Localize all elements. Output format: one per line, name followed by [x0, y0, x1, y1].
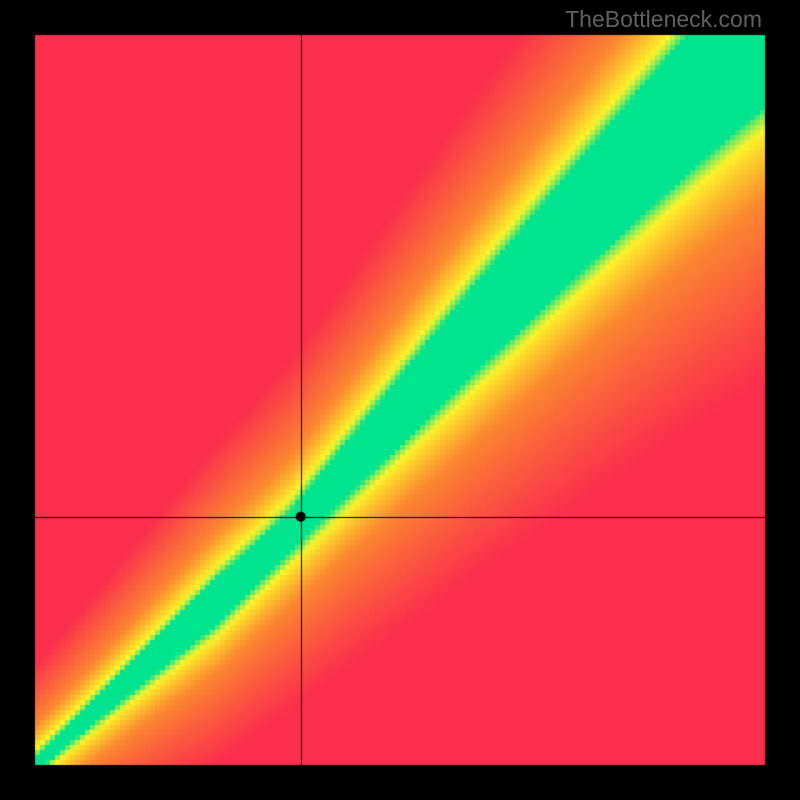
watermark-text: TheBottleneck.com: [565, 6, 762, 33]
bottleneck-heatmap: [0, 0, 800, 800]
